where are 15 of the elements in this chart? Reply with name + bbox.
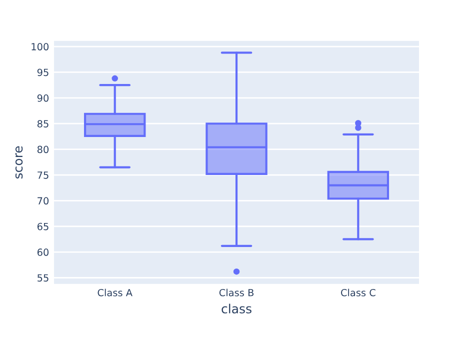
y-tick-label: 100: [32, 43, 49, 50]
y-tick-label: 60: [37, 248, 49, 256]
x-tick-label: Class B: [219, 288, 254, 296]
y-tick-label: 90: [37, 94, 49, 102]
y-tick-label: 70: [38, 197, 49, 205]
x-tick-label: Class A: [98, 288, 132, 296]
y-tick-label: 75: [38, 172, 48, 179]
y-tick-label: 85: [37, 120, 48, 128]
x-axis-title: class: [222, 304, 252, 314]
y-tick-label: 65: [37, 222, 48, 230]
y-tick-label: 95: [37, 68, 48, 76]
y-tick-label: 55: [38, 274, 48, 282]
x-tick-label: Class C: [341, 288, 376, 296]
y-axis-title: score: [15, 146, 23, 179]
y-tick-label: 80: [37, 146, 49, 154]
